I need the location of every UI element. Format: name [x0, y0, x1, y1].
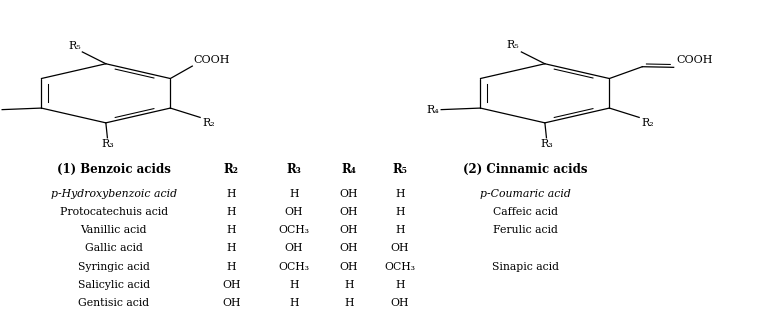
Text: H: H: [227, 262, 236, 272]
Text: H: H: [395, 189, 405, 199]
Text: Salicylic acid: Salicylic acid: [78, 280, 150, 290]
Text: R₅: R₅: [68, 41, 81, 51]
Text: OH: OH: [339, 244, 358, 253]
Text: H: H: [395, 207, 405, 217]
Text: R₅: R₅: [506, 40, 519, 50]
Text: R₂: R₂: [224, 163, 238, 176]
Text: R₂: R₂: [202, 118, 215, 128]
Text: OH: OH: [339, 262, 358, 272]
Text: H: H: [289, 189, 299, 199]
Text: (1) Benzoic acids: (1) Benzoic acids: [56, 163, 171, 176]
Text: R₃: R₃: [287, 163, 301, 176]
Text: Gallic acid: Gallic acid: [85, 244, 143, 253]
Text: Sinapic acid: Sinapic acid: [492, 262, 559, 272]
Text: H: H: [395, 280, 405, 290]
Text: COOH: COOH: [676, 55, 713, 66]
Text: OH: OH: [222, 280, 241, 290]
Text: OCH₃: OCH₃: [278, 262, 310, 272]
Text: Syringic acid: Syringic acid: [78, 262, 150, 272]
Text: R₃: R₃: [540, 139, 553, 149]
Text: Gentisic acid: Gentisic acid: [78, 298, 149, 308]
Text: H: H: [227, 189, 236, 199]
Text: OH: OH: [390, 244, 409, 253]
Text: R₃: R₃: [101, 139, 114, 149]
Text: OH: OH: [285, 207, 303, 217]
Text: OCH₃: OCH₃: [278, 225, 310, 235]
Text: R₂: R₂: [641, 118, 654, 128]
Text: Ferulic acid: Ferulic acid: [493, 225, 557, 235]
Text: R₅: R₅: [393, 163, 407, 176]
Text: OH: OH: [339, 207, 358, 217]
Text: Vanillic acid: Vanillic acid: [81, 225, 147, 235]
Text: OH: OH: [285, 244, 303, 253]
Text: COOH: COOH: [194, 55, 230, 65]
Text: H: H: [227, 207, 236, 217]
Text: OH: OH: [339, 189, 358, 199]
Text: H: H: [227, 225, 236, 235]
Text: H: H: [289, 280, 299, 290]
Text: Protocatechuis acid: Protocatechuis acid: [60, 207, 168, 217]
Text: p-Coumaric acid: p-Coumaric acid: [480, 189, 571, 199]
Text: H: H: [395, 225, 405, 235]
Text: R₄: R₄: [426, 104, 439, 115]
Text: Caffeic acid: Caffeic acid: [493, 207, 557, 217]
Text: H: H: [227, 244, 236, 253]
Text: OH: OH: [222, 298, 241, 308]
Text: (2) Cinnamic acids: (2) Cinnamic acids: [463, 163, 587, 176]
Text: OCH₃: OCH₃: [384, 262, 416, 272]
Text: OH: OH: [339, 225, 358, 235]
Text: p-Hydroxybenzoic acid: p-Hydroxybenzoic acid: [51, 189, 176, 199]
Text: H: H: [344, 298, 354, 308]
Text: H: H: [289, 298, 299, 308]
Text: H: H: [344, 280, 354, 290]
Text: R₄: R₄: [342, 163, 356, 176]
Text: OH: OH: [390, 298, 409, 308]
